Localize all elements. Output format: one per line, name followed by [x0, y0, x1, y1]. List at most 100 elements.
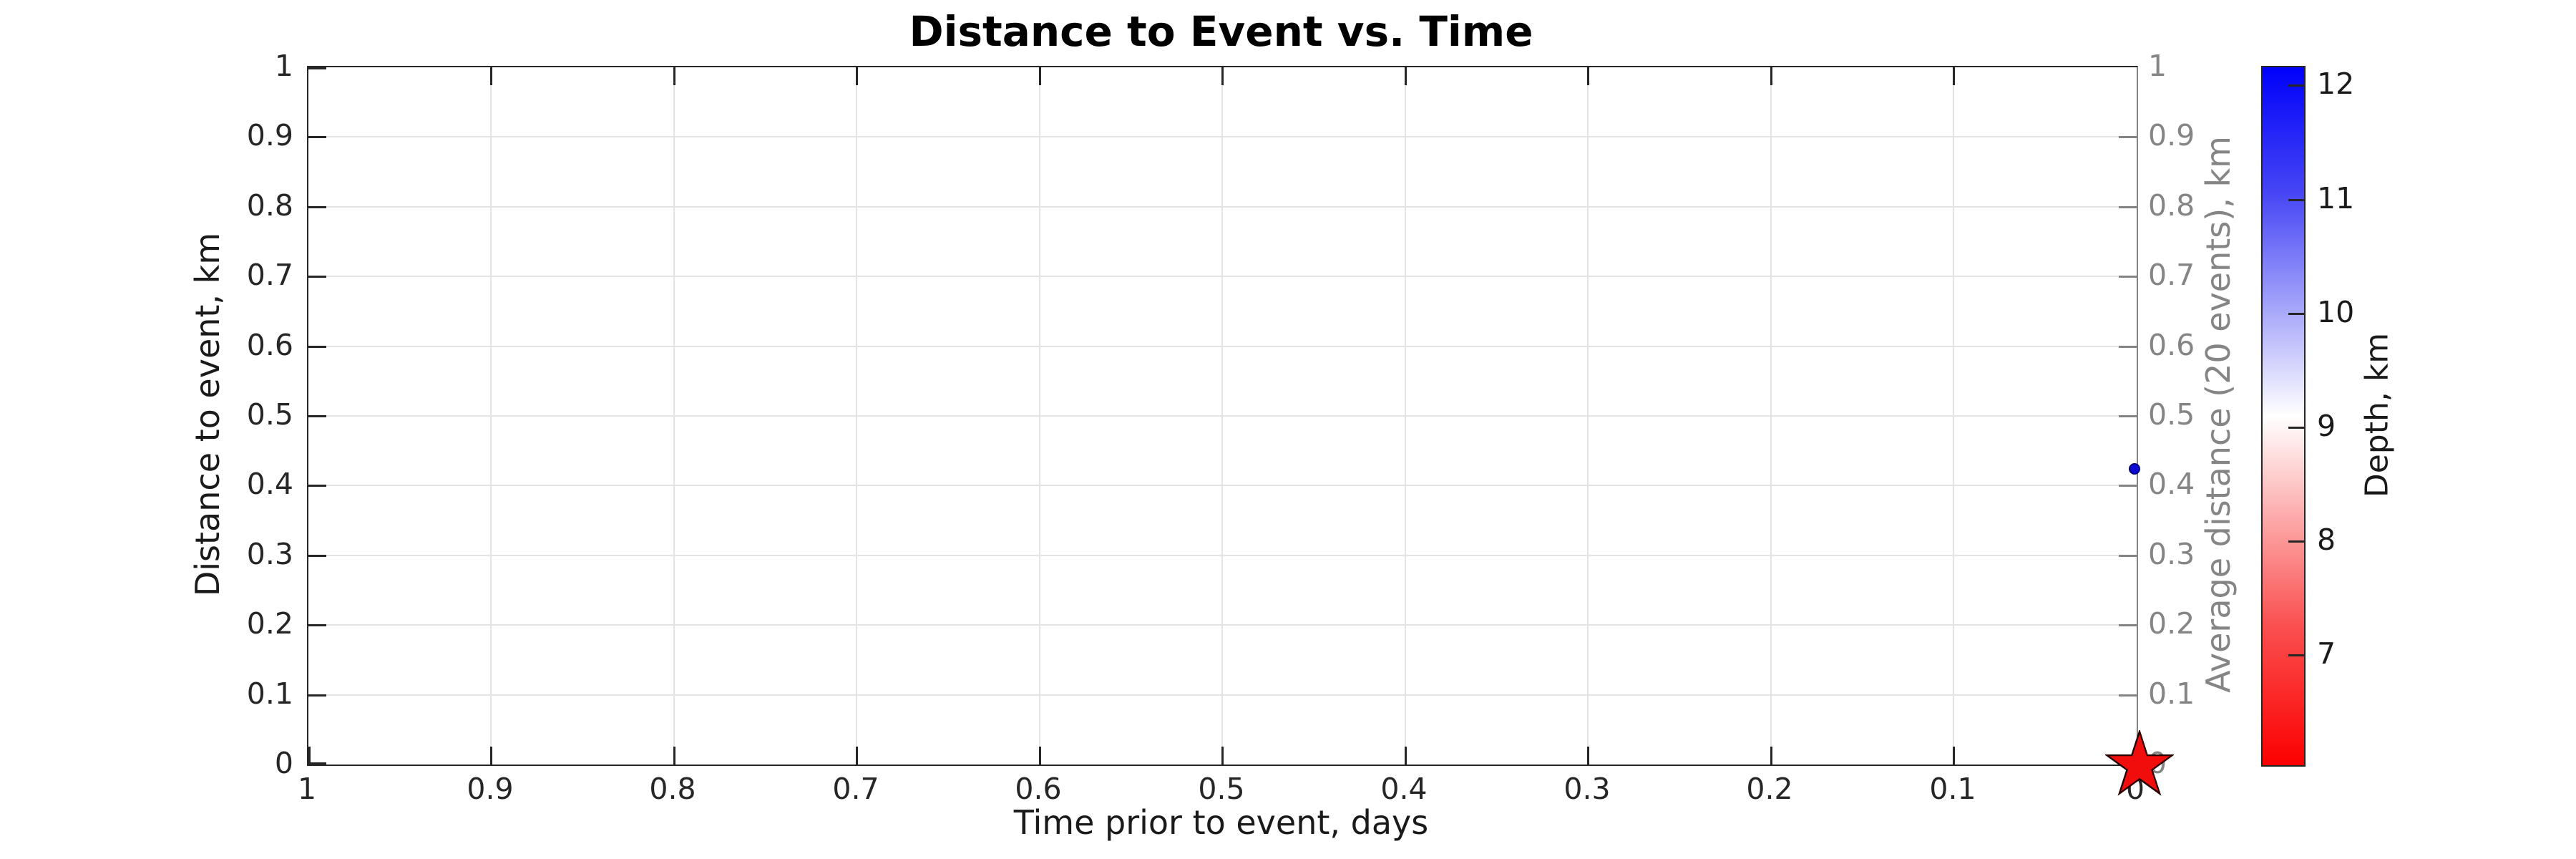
x-tick-mark-top	[673, 67, 675, 85]
gridline-horizontal	[308, 346, 2137, 347]
colorbar-tick-label: 7	[2317, 636, 2336, 671]
y-right-tick-label: 0.5	[2148, 397, 2195, 432]
y-tick-mark-right	[2119, 694, 2137, 697]
colorbar-tick-mark	[2288, 427, 2304, 429]
x-tick-label: 0.9	[467, 772, 514, 806]
y-left-tick-label: 0.8	[246, 188, 293, 223]
y-tick-mark-right	[2119, 346, 2137, 348]
gridline-horizontal	[308, 136, 2137, 137]
y-right-tick-label: 0.3	[2148, 537, 2195, 571]
y-right-tick-label: 1	[2148, 49, 2167, 83]
gridline-horizontal	[308, 206, 2137, 208]
x-tick-label: 0.8	[649, 772, 696, 806]
colorbar-tick-label: 9	[2317, 409, 2336, 443]
y-left-tick-label: 1	[274, 49, 293, 83]
colorbar-tick-mark	[2288, 654, 2304, 656]
chart-title: Distance to Event vs. Time	[909, 7, 1533, 56]
x-tick-mark	[490, 747, 492, 765]
y-tick-mark-right	[2119, 206, 2137, 208]
gridline-horizontal	[308, 415, 2137, 417]
y-axis-left-label: Distance to event, km	[188, 232, 227, 597]
x-axis-label: Time prior to event, days	[1013, 803, 1429, 842]
y-tick-mark-left	[308, 276, 326, 278]
colorbar-tick-label: 11	[2317, 181, 2355, 215]
y-tick-mark-left	[308, 136, 326, 138]
y-left-tick-label: 0	[274, 746, 293, 780]
gridline-horizontal	[308, 624, 2137, 626]
y-tick-mark-right	[2119, 415, 2137, 417]
x-tick-mark	[1405, 747, 1407, 765]
x-tick-label: 0.7	[832, 772, 879, 806]
y-tick-mark-left	[308, 346, 326, 348]
gridline-horizontal	[308, 276, 2137, 277]
gridline-horizontal	[308, 485, 2137, 486]
gridline-horizontal	[308, 555, 2137, 556]
y-tick-mark-right	[2119, 555, 2137, 557]
x-tick-mark-top	[1953, 67, 1955, 85]
x-tick-mark-top	[1587, 67, 1589, 85]
x-tick-mark-top	[1221, 67, 1224, 85]
x-tick-mark	[673, 747, 675, 765]
average-distance-point-marker	[2129, 463, 2140, 475]
y-right-tick-label: 0.4	[2148, 467, 2195, 501]
y-right-tick-label: 0.7	[2148, 258, 2195, 292]
y-tick-mark-right	[2119, 624, 2137, 626]
y-axis-right-label: Average distance (20 events), km	[2199, 136, 2238, 693]
y-left-tick-label: 0.7	[246, 258, 293, 292]
x-tick-mark-top	[1405, 67, 1407, 85]
y-left-tick-label: 0.4	[246, 467, 293, 501]
colorbar-tick-mark	[2288, 199, 2304, 201]
x-tick-label: 0.4	[1380, 772, 1428, 806]
colorbar-label: Depth, km	[2358, 332, 2396, 498]
y-tick-mark-right	[2119, 136, 2137, 138]
y-tick-mark-right	[2119, 485, 2137, 487]
colorbar	[2261, 66, 2306, 767]
x-tick-mark	[1770, 747, 1772, 765]
x-tick-mark	[1953, 747, 1955, 765]
y-tick-mark-left	[308, 762, 326, 765]
colorbar-tick-mark	[2288, 313, 2304, 315]
x-tick-mark	[1221, 747, 1224, 765]
x-tick-mark	[856, 747, 858, 765]
x-tick-mark-top	[1039, 67, 1041, 85]
x-tick-label: 0.6	[1015, 772, 1062, 806]
y-left-tick-label: 0.2	[246, 606, 293, 641]
gridline-horizontal	[308, 694, 2137, 696]
y-tick-mark-right	[2119, 276, 2137, 278]
y-tick-mark-left	[308, 206, 326, 208]
y-left-tick-label: 0.1	[246, 676, 293, 711]
y-tick-mark-left	[308, 694, 326, 697]
x-tick-mark-top	[1770, 67, 1772, 85]
x-tick-mark	[1039, 747, 1041, 765]
x-tick-label: 0.2	[1746, 772, 1793, 806]
y-right-tick-label: 0.2	[2148, 606, 2195, 641]
x-tick-mark-top	[490, 67, 492, 85]
y-right-tick-label: 0.1	[2148, 676, 2195, 711]
x-tick-mark	[1587, 747, 1589, 765]
colorbar-tick-mark	[2288, 540, 2304, 543]
y-left-tick-label: 0.6	[246, 328, 293, 362]
plot-area	[307, 66, 2138, 766]
y-tick-mark-left	[308, 485, 326, 487]
colorbar-tick-label: 8	[2317, 523, 2336, 557]
event-star-marker	[2105, 730, 2174, 796]
colorbar-tick-label: 12	[2317, 67, 2355, 101]
y-right-tick-label: 0.6	[2148, 328, 2195, 362]
y-left-tick-label: 0.9	[246, 118, 293, 152]
y-tick-mark-left	[308, 624, 326, 626]
y-left-tick-label: 0.3	[246, 537, 293, 571]
y-tick-mark-left	[308, 555, 326, 557]
colorbar-tick-mark	[2288, 84, 2304, 87]
x-tick-label: 1	[297, 772, 317, 806]
x-tick-label: 0.1	[1929, 772, 1976, 806]
x-tick-mark	[308, 747, 311, 765]
y-tick-mark-left	[308, 415, 326, 417]
x-tick-label: 0.3	[1563, 772, 1611, 806]
colorbar-tick-label: 10	[2317, 295, 2355, 329]
y-tick-mark-left	[308, 67, 326, 69]
y-right-tick-label: 0.8	[2148, 188, 2195, 223]
y-right-tick-label: 0.9	[2148, 118, 2195, 152]
x-tick-label: 0.5	[1198, 772, 1245, 806]
x-tick-mark-top	[856, 67, 858, 85]
